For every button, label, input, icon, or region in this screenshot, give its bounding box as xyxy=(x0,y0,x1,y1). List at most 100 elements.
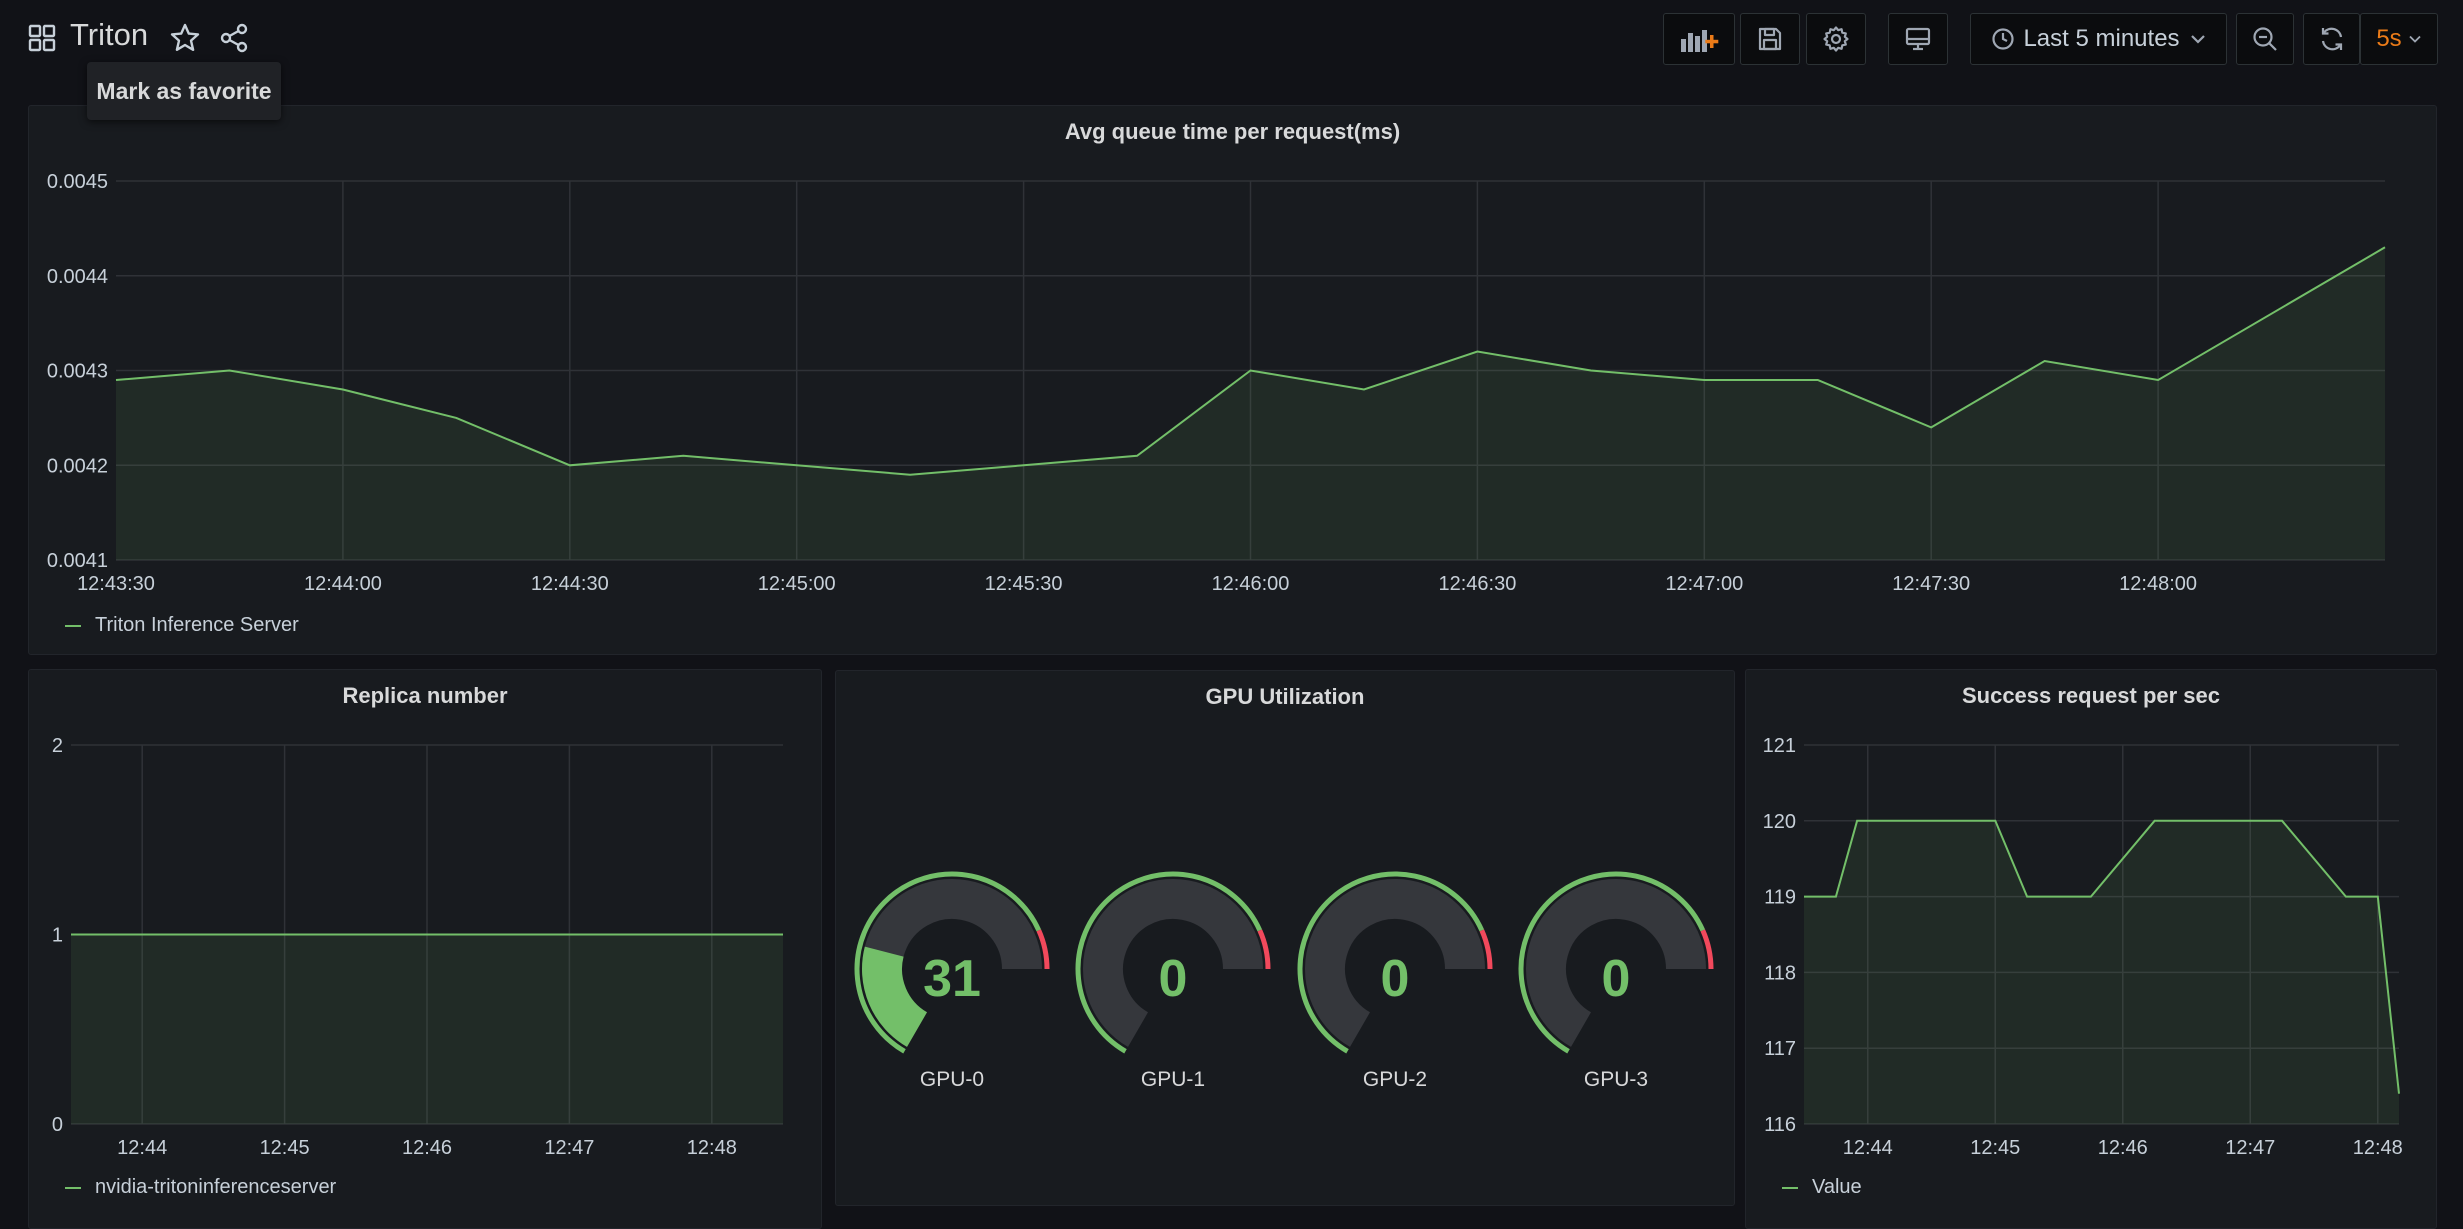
x-tick-label: 12:48 xyxy=(2353,1137,2403,1159)
chevron-down-icon xyxy=(2409,35,2421,43)
gauge-threshold-green xyxy=(1518,871,1706,1054)
x-tick-label: 12:46 xyxy=(2098,1137,2148,1159)
gauge-threshold-red xyxy=(1700,929,1714,970)
y-tick-label: 119 xyxy=(1764,887,1796,909)
queue-time-chart[interactable]: 0.0041 0.0042 0.0043 0.0044 0.0045 12:43:30 12… xyxy=(29,106,2436,654)
x-tick-label: 12:46 xyxy=(402,1137,452,1159)
y-tick-label: 0.0042 xyxy=(47,455,108,477)
panel-title[interactable]: GPU Utilization xyxy=(1205,684,1365,709)
gauge-value: 0 xyxy=(1159,950,1188,1008)
legend-label: Value xyxy=(1812,1176,1862,1198)
refresh-icon xyxy=(2321,27,2342,51)
gauge-label: GPU-1 xyxy=(1141,1068,1205,1091)
gauge-label: GPU-2 xyxy=(1363,1068,1427,1091)
gauge-label: GPU-3 xyxy=(1584,1068,1648,1091)
x-tick-label: 12:45:00 xyxy=(758,573,836,595)
x-tick-label: 12:47:00 xyxy=(1665,573,1743,595)
time-range-picker[interactable]: Last 5 minutes xyxy=(1970,13,2227,65)
x-tick-label: 12:48:00 xyxy=(2119,573,2197,595)
x-tick-label: 12:44:30 xyxy=(531,573,609,595)
refresh-interval-picker[interactable]: 5s xyxy=(2360,13,2438,65)
success-rate-chart[interactable]: 116 117 118 119 120 121 12:44 12:45 12:46 12:47 12… xyxy=(1746,670,2436,1228)
legend-swatch xyxy=(1782,1186,1798,1189)
y-tick-label: 0.0041 xyxy=(47,550,108,572)
x-tick-label: 12:45 xyxy=(260,1137,310,1159)
gauge-threshold-green xyxy=(1297,871,1485,1054)
star-icon[interactable] xyxy=(169,22,201,54)
dashboard-grid-icon[interactable] xyxy=(28,24,56,52)
settings-button[interactable] xyxy=(1806,13,1866,65)
y-tick-label: 1 xyxy=(52,925,63,947)
x-tick-label: 12:45 xyxy=(1970,1137,2020,1159)
legend-swatch xyxy=(65,1186,81,1189)
x-tick-label: 12:44 xyxy=(1843,1137,1893,1159)
refresh-interval-label: 5s xyxy=(2376,25,2402,52)
success-rate-panel: Success request per sec 116 117 118 119 120 1… xyxy=(1745,669,2437,1229)
replica-chart[interactable]: 0 1 2 12:44 12:45 12:46 12:47 12:48 xyxy=(29,670,821,1228)
legend-label: nvidia-tritoninferenceserver xyxy=(95,1176,337,1198)
x-tick-label: 12:46:00 xyxy=(1212,573,1290,595)
add-panel-icon xyxy=(1681,30,1719,52)
y-tick-label: 0 xyxy=(52,1114,63,1136)
gauge-value: 0 xyxy=(1381,950,1410,1008)
gauge-value-arc xyxy=(862,946,928,1047)
add-panel-button[interactable] xyxy=(1663,13,1735,65)
x-tick-label: 12:47 xyxy=(2225,1137,2275,1159)
favorite-tooltip: Mark as favorite xyxy=(87,62,281,120)
x-tick-label: 12:44 xyxy=(117,1137,167,1159)
zoom-out-button[interactable] xyxy=(2236,13,2294,65)
gauge-threshold-green xyxy=(854,871,1042,1054)
save-dashboard-button[interactable] xyxy=(1740,13,1800,65)
series-area xyxy=(1804,820,2399,1124)
gear-icon xyxy=(1823,26,1849,52)
gpu-gauges[interactable]: 31 GPU-0 0 GPU-1 0 GPU-2 0 GPU-3 xyxy=(836,671,1734,1205)
zoom-out-icon xyxy=(2253,27,2277,51)
share-icon[interactable] xyxy=(218,22,250,54)
chart-legend[interactable]: Value xyxy=(1782,1176,1862,1199)
y-tick-label: 121 xyxy=(1763,735,1796,757)
view-mode-button[interactable] xyxy=(1888,13,1948,65)
x-tick-label: 12:48 xyxy=(687,1137,737,1159)
gauge-threshold-red xyxy=(1036,929,1050,970)
series-area xyxy=(71,934,783,1124)
y-tick-label: 117 xyxy=(1764,1038,1796,1060)
queue-time-panel: Avg queue time per request(ms) 0.0041 0.0… xyxy=(28,105,2437,655)
series-line xyxy=(115,246,2386,476)
x-tick-label: 12:46:30 xyxy=(1438,573,1516,595)
y-tick-label: 0.0044 xyxy=(47,266,108,288)
dashboard-title[interactable]: Triton xyxy=(70,17,149,52)
chevron-down-icon xyxy=(2190,35,2205,44)
clock-icon xyxy=(1992,28,2015,50)
y-tick-label: 118 xyxy=(1764,962,1796,984)
y-tick-label: 0.0043 xyxy=(47,361,108,383)
save-icon xyxy=(1758,27,1782,51)
dashboard-navbar: Triton xyxy=(0,0,2463,80)
series-area xyxy=(116,247,2385,561)
gauge-value: 0 xyxy=(1602,950,1631,1008)
replica-panel: Replica number 0 1 2 12:44 12:45 12:46 12:47 12… xyxy=(28,669,822,1229)
time-range-label: Last 5 minutes xyxy=(2023,25,2180,52)
x-tick-label: 12:45:30 xyxy=(985,573,1063,595)
y-tick-label: 0.0045 xyxy=(47,171,108,193)
refresh-button[interactable] xyxy=(2303,13,2360,65)
panel-title[interactable]: Success request per sec xyxy=(1961,683,2221,708)
gauge-track xyxy=(1305,878,1485,1047)
chart-legend[interactable]: Triton Inference Server xyxy=(65,614,299,637)
gauge-value: 31 xyxy=(923,950,981,1008)
x-tick-label: 12:47 xyxy=(544,1137,594,1159)
y-tick-label: 116 xyxy=(1764,1114,1796,1136)
legend-swatch xyxy=(65,624,81,627)
gauge-label: GPU-0 xyxy=(920,1068,984,1091)
gauge-threshold-green xyxy=(1075,871,1263,1054)
legend-label: Triton Inference Server xyxy=(95,614,299,636)
chart-legend[interactable]: nvidia-tritoninferenceserver xyxy=(65,1176,336,1199)
y-tick-label: 2 xyxy=(52,735,63,757)
panel-title[interactable]: Avg queue time per request(ms) xyxy=(1064,119,1401,144)
gauge-track xyxy=(1083,878,1263,1047)
x-tick-label: 12:44:00 xyxy=(304,573,382,595)
x-tick-label: 12:43:30 xyxy=(77,573,155,595)
gauge-threshold-red xyxy=(1479,929,1493,970)
y-tick-label: 120 xyxy=(1763,811,1796,833)
gauge-track xyxy=(1526,878,1706,1047)
panel-title[interactable]: Replica number xyxy=(342,683,508,708)
